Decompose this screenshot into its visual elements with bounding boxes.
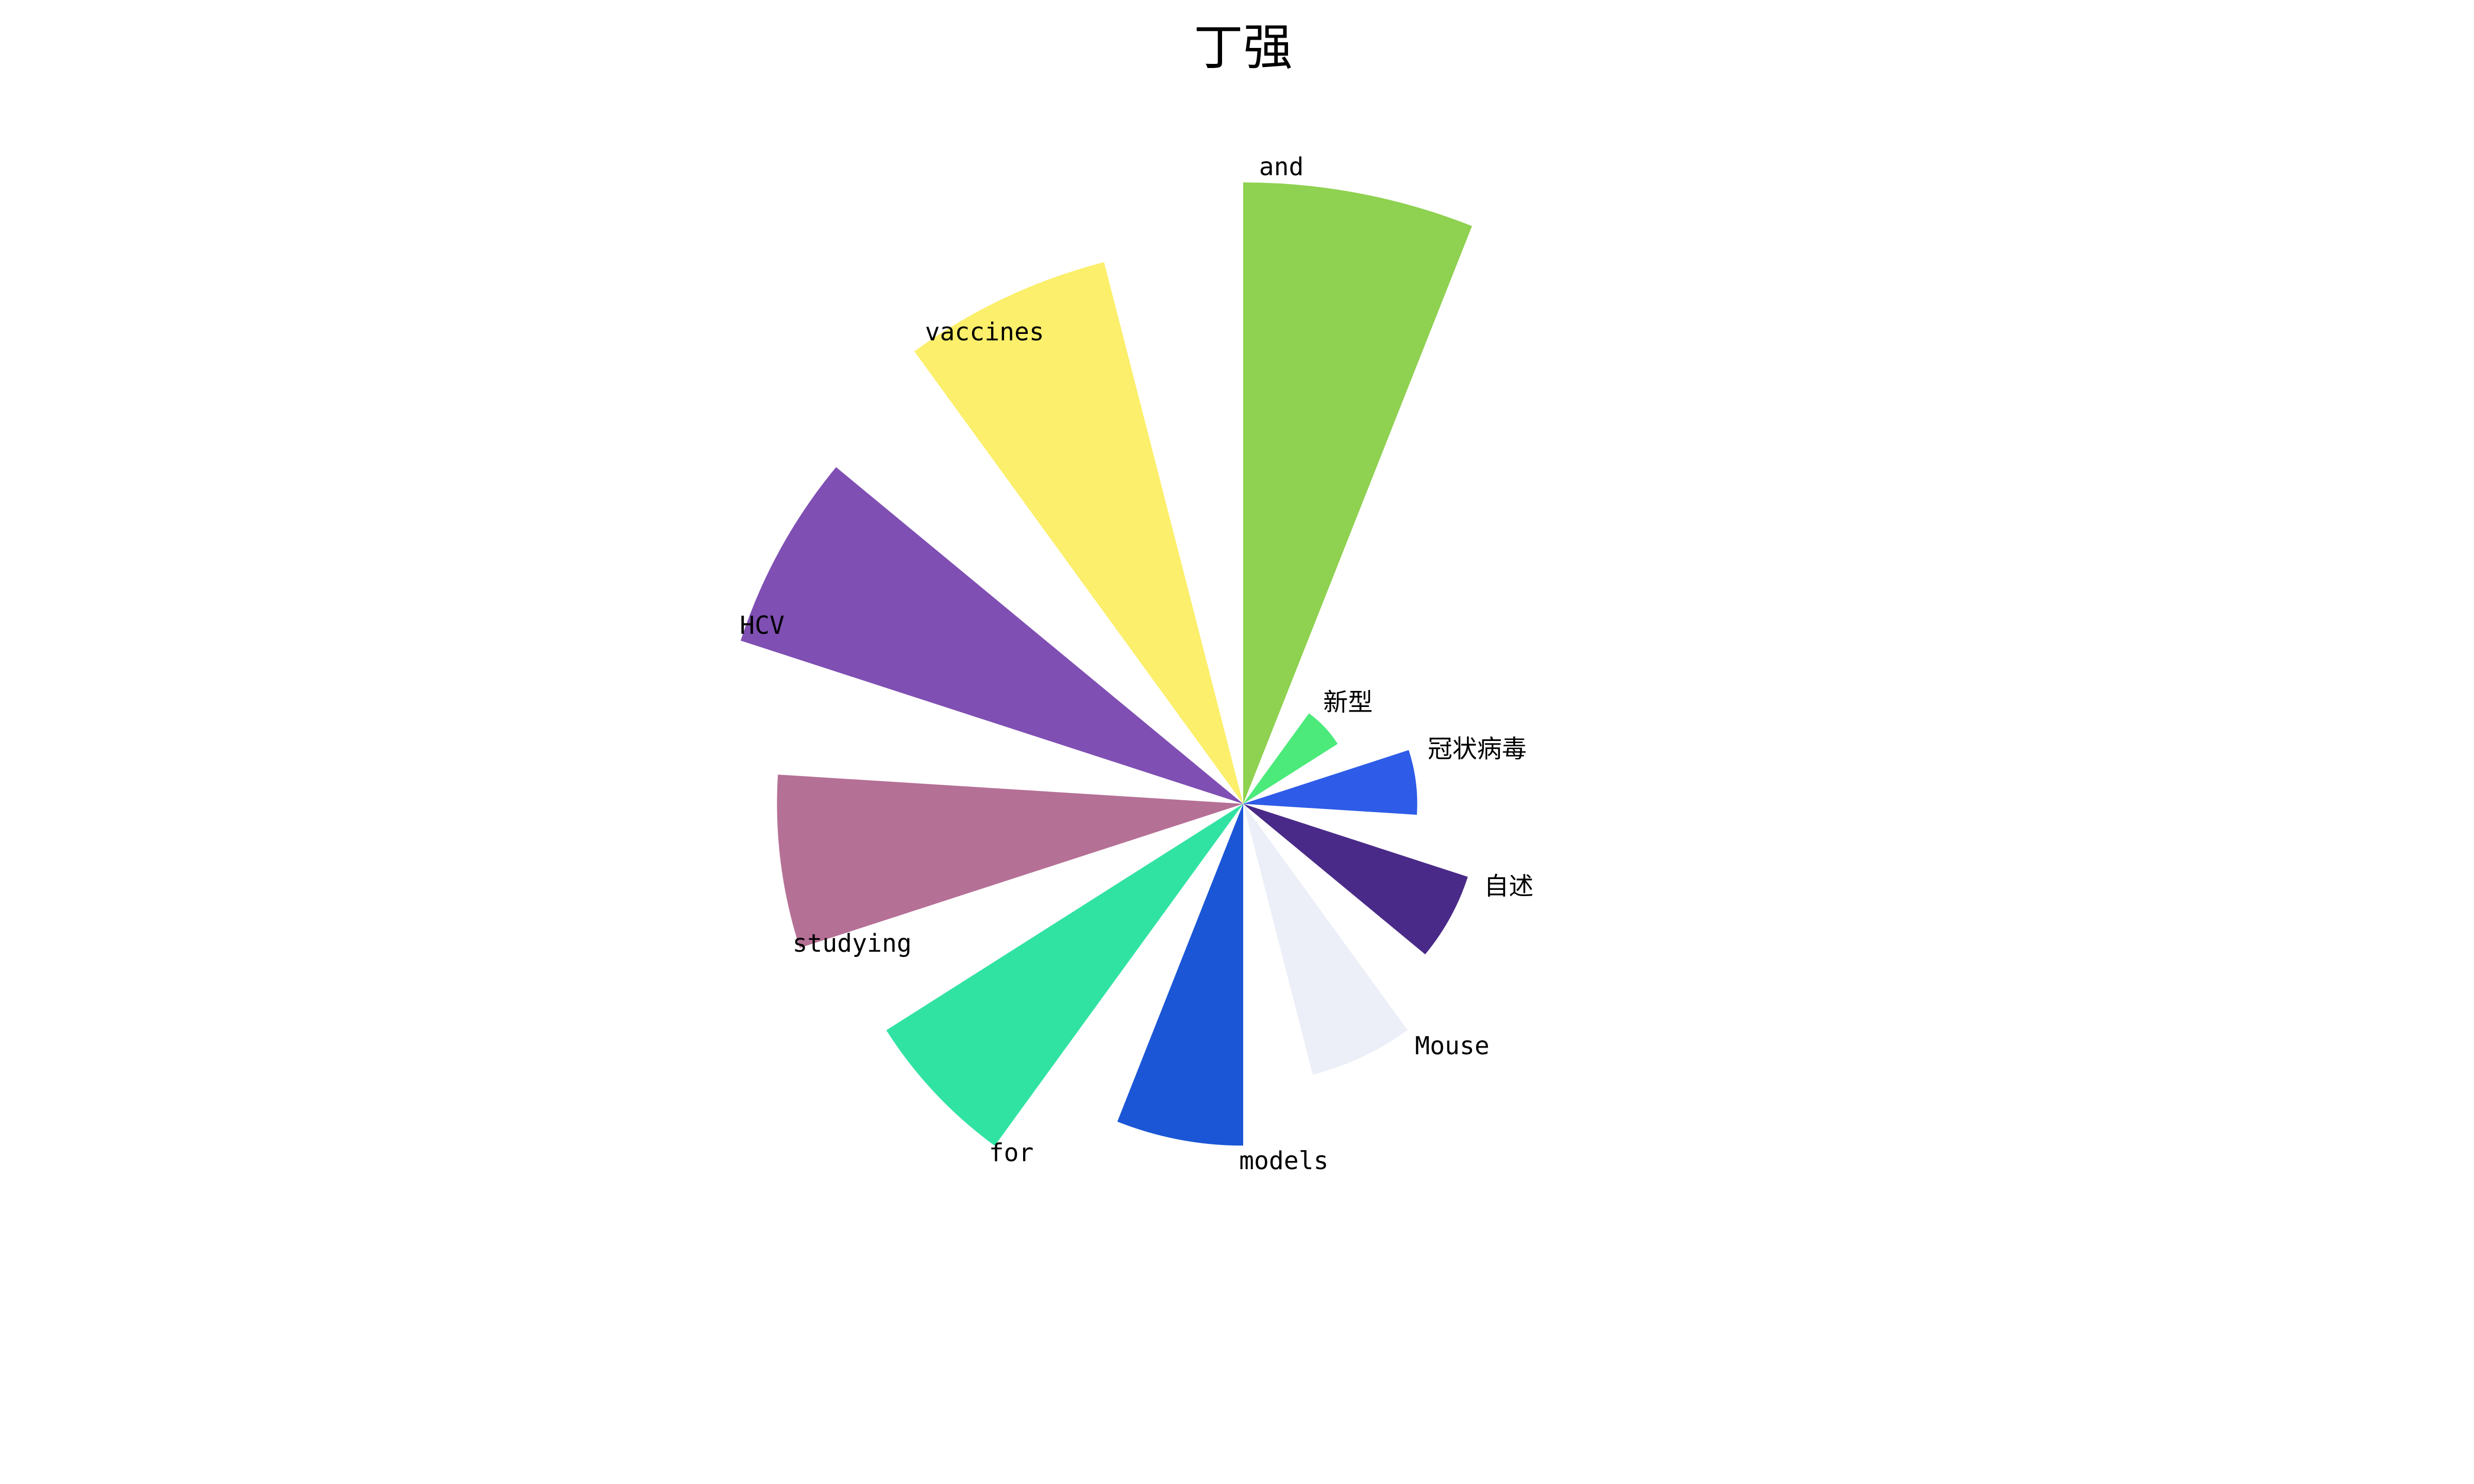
label-hcv: HCV: [740, 611, 784, 640]
label-and: and: [1259, 153, 1304, 181]
wedge-studying: [777, 774, 1243, 948]
chart-title: 丁强: [1194, 19, 1293, 76]
label-category-2: 冠状病毒: [1428, 734, 1527, 763]
label-for: for: [989, 1139, 1034, 1168]
wedge-models: [1117, 804, 1243, 1146]
wedges-group: [741, 182, 1472, 1146]
label-category-3: 自述: [1484, 872, 1533, 901]
wedge-hcv: [741, 467, 1243, 804]
wedge-vaccines: [914, 262, 1243, 804]
label-vaccines: vaccines: [925, 318, 1044, 347]
label-studying: studying: [793, 929, 912, 958]
label-category-1: 新型: [1323, 688, 1373, 717]
wedge-for: [886, 804, 1243, 1146]
wedge-and: [1243, 182, 1472, 804]
wedge-category-2: [1243, 750, 1417, 815]
label-models: models: [1239, 1146, 1328, 1175]
wedge-mouse: [1243, 804, 1408, 1075]
label-mouse: Mouse: [1415, 1032, 1490, 1060]
wedge-category-1: [1243, 713, 1338, 804]
wedge-category-3: [1243, 804, 1468, 955]
